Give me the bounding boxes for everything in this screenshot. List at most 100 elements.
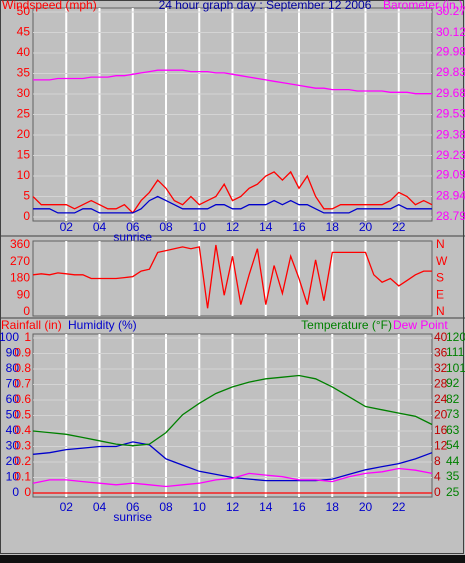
y-tick-label: 30: [17, 86, 31, 100]
y-tick-label: 0: [23, 304, 30, 318]
x-tick-label: 12: [226, 220, 240, 234]
y-axis-label: Windspeed (mph): [2, 0, 97, 12]
series-line: [33, 195, 432, 214]
y2-axis-label: Barometer (in.): [383, 0, 463, 12]
y3-tick-label: 0.5: [14, 408, 31, 422]
y4-tick-label: 40: [434, 330, 448, 344]
y-tick-label: 90: [17, 287, 31, 301]
x-tick-label: 14: [259, 220, 273, 234]
y2-tick-label: 54: [446, 438, 460, 452]
y4-tick-label: 8: [434, 454, 441, 468]
y-tick-label: 20: [6, 454, 20, 468]
y3-tick-label: 0.4: [14, 423, 31, 437]
y4-tick-label: 16: [434, 423, 448, 437]
y-tick-label: 25: [17, 107, 31, 121]
y2-tick-label: 101: [446, 361, 465, 375]
y2-tick-label: 25: [446, 485, 460, 499]
y3-tick-label: 0.3: [14, 439, 31, 453]
y3-tick-label: 0.1: [14, 470, 31, 484]
legend-label: Humidity (%): [68, 318, 137, 332]
y3-tick-label: 1: [24, 330, 31, 344]
y2-tick-label: N: [436, 304, 445, 318]
x-tick-label: 18: [326, 500, 340, 514]
y2-tick-label: 29.53: [436, 107, 465, 121]
y2-tick-label: 82: [446, 392, 460, 406]
y-tick-label: 360: [10, 237, 30, 251]
y4-tick-label: 36: [434, 346, 448, 360]
x-tick-label: 10: [193, 500, 207, 514]
y2-tick-label: N: [436, 237, 445, 251]
legend-label: Rainfall (in): [1, 318, 62, 332]
y-tick-label: 40: [6, 423, 20, 437]
y-tick-label: 70: [6, 377, 20, 391]
x-tick-label: 02: [60, 220, 74, 234]
x-tick-label: 18: [326, 220, 340, 234]
series-line: [32, 467, 433, 488]
y3-tick-label: 0.8: [14, 361, 31, 375]
y2-tick-label: 63: [446, 423, 460, 437]
x-tick-label: 16: [292, 500, 306, 514]
y2-tick-label: S: [436, 271, 444, 285]
x-tick-label: 20: [359, 220, 373, 234]
y-tick-label: 0: [12, 485, 19, 499]
legend-label: Dew Point: [393, 318, 448, 332]
y3-tick-label: 0.7: [14, 377, 31, 391]
x-tick-label: 02: [60, 500, 74, 514]
y2-tick-label: 29.23: [436, 148, 465, 162]
y3-tick-label: 0.9: [14, 346, 31, 360]
bottom-bar: [0, 555, 465, 563]
x-tick-label: 06: [126, 220, 140, 234]
y2-tick-label: 111: [446, 345, 465, 359]
x-tick-label: 14: [259, 500, 273, 514]
y4-tick-label: 32: [434, 361, 448, 375]
series-line: [32, 244, 432, 309]
y2-tick-label: 30.27: [436, 4, 465, 18]
y-tick-label: 45: [17, 25, 31, 39]
y2-tick-label: 35: [446, 469, 460, 483]
y-tick-label: 20: [17, 127, 31, 141]
x-tick-label: 04: [93, 500, 107, 514]
y-tick-label: 60: [6, 392, 20, 406]
x-tick-label: 20: [359, 500, 373, 514]
y4-tick-label: 28: [434, 377, 448, 391]
y-tick-label: 180: [10, 271, 30, 285]
y-tick-label: 50: [6, 408, 20, 422]
x-tick-label: 22: [392, 220, 406, 234]
y2-tick-label: W: [436, 254, 448, 268]
x-tick-label: 22: [392, 500, 406, 514]
y2-tick-label: 29.09: [436, 168, 465, 182]
y-tick-label: 30: [6, 439, 20, 453]
y4-tick-label: 24: [434, 392, 448, 406]
y-tick-label: 50: [17, 4, 31, 18]
y-tick-label: 35: [17, 66, 31, 80]
y4-tick-label: 4: [434, 470, 441, 484]
y-tick-label: 100: [0, 330, 19, 344]
y-tick-label: 90: [6, 346, 20, 360]
x-tick-label: 10: [193, 220, 207, 234]
y4-tick-label: 12: [434, 439, 448, 453]
annotation: sunrise: [113, 510, 152, 524]
series-line: [32, 374, 433, 447]
y-tick-label: 10: [17, 168, 31, 182]
y2-tick-label: 29.68: [436, 86, 465, 100]
y2-tick-label: 44: [446, 454, 460, 468]
y-tick-label: 15: [17, 148, 31, 162]
y3-tick-label: 0.2: [14, 454, 31, 468]
y2-tick-label: 120: [446, 330, 465, 344]
y2-tick-label: 28.94: [436, 188, 465, 202]
y-tick-label: 270: [10, 254, 30, 268]
y-tick-label: 5: [23, 189, 30, 203]
y3-tick-label: 0.6: [14, 392, 31, 406]
x-tick-label: 04: [93, 220, 107, 234]
series-line: [32, 441, 433, 482]
y2-tick-label: E: [436, 287, 444, 301]
y2-tick-label: 30.12: [436, 25, 465, 39]
x-tick-label: 16: [292, 220, 306, 234]
x-tick-label: 08: [159, 500, 173, 514]
y-tick-label: 0: [23, 209, 30, 223]
legend-label: Temperature (°F): [301, 318, 392, 332]
y4-tick-label: 0: [434, 485, 441, 499]
